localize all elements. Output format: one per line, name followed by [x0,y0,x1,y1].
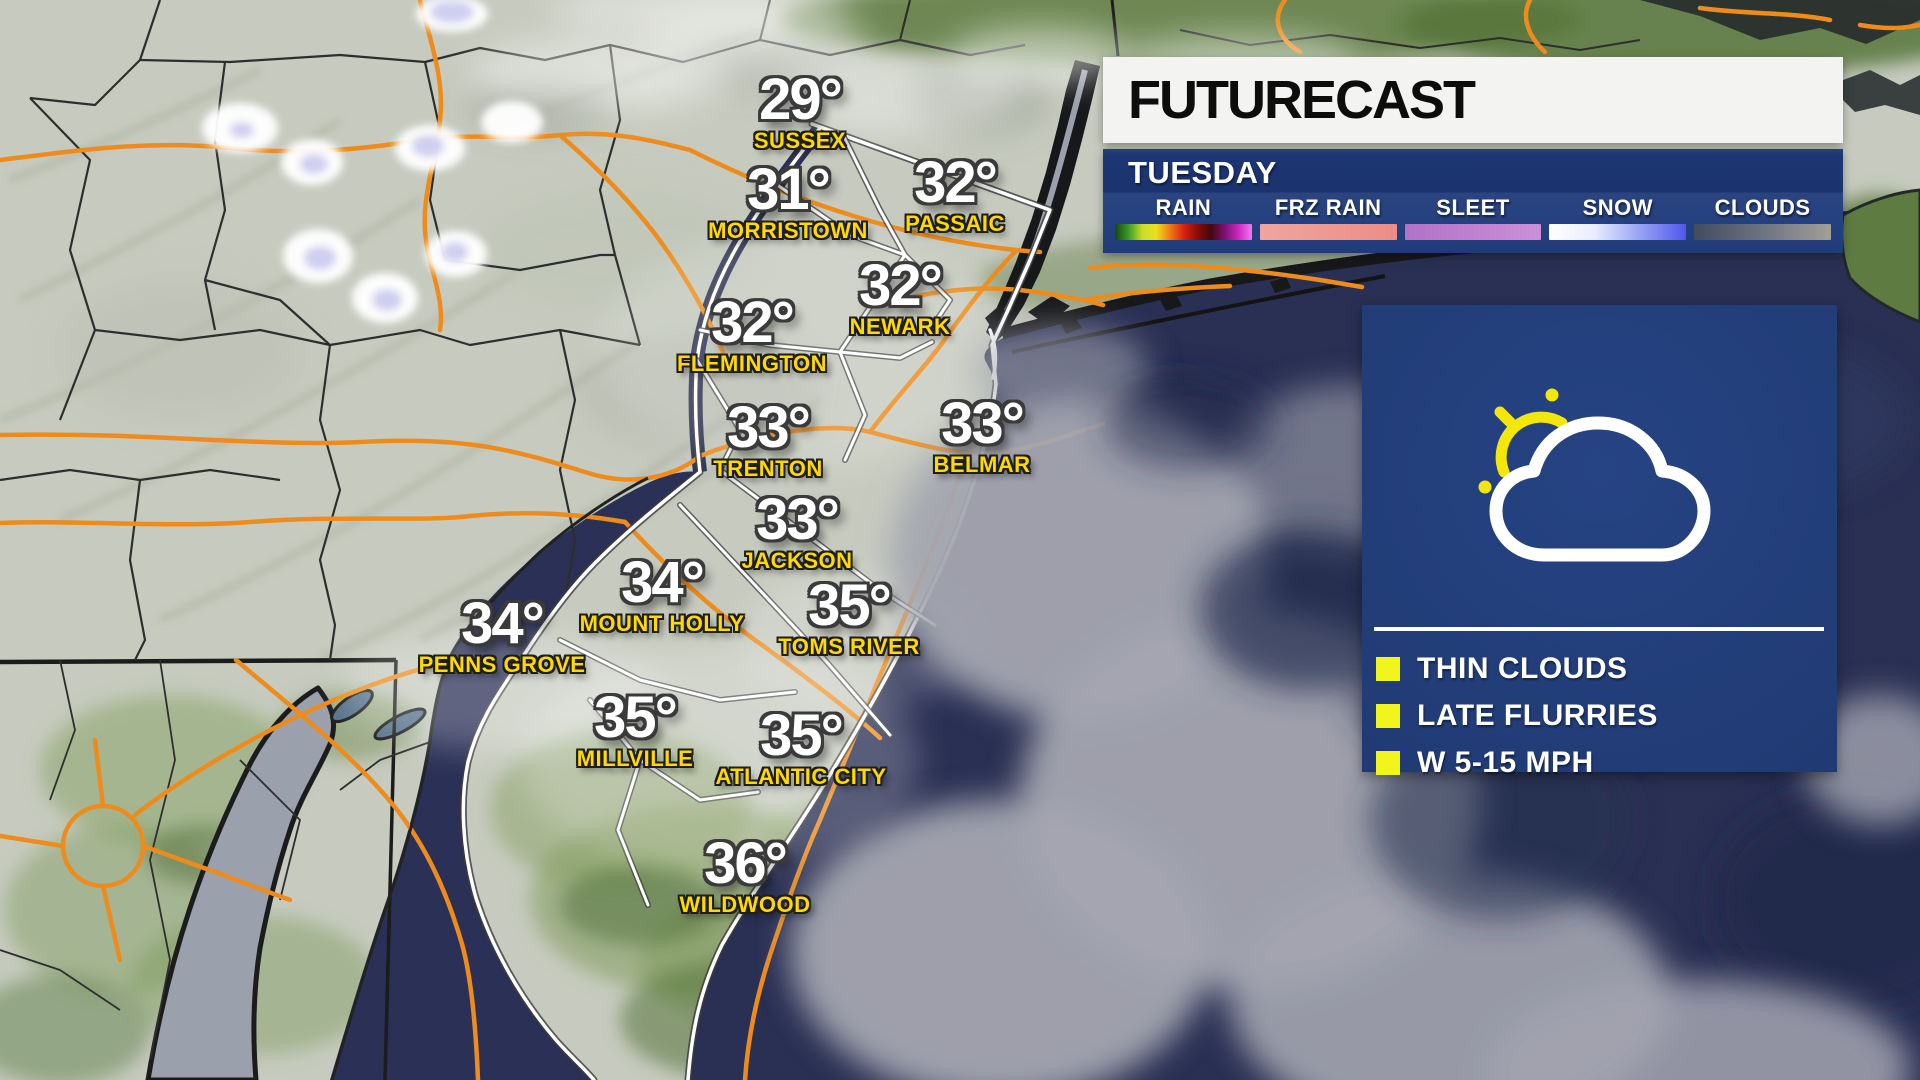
station-trenton: 33° TRENTON [713,395,823,482]
sleet-color-scale [1404,224,1542,240]
temperature-value: 33° [941,391,1025,456]
radar-snow-blobs [202,0,543,323]
city-label: MOUNT HOLLY [579,611,745,637]
city-label: MORRISTOWN [708,218,868,244]
city-label: PENNS GROVE [418,652,586,678]
rain-color-scale [1115,224,1252,240]
station-penns-grove: 34° PENNS GROVE [418,591,586,678]
temperature-value: 29° [759,67,843,132]
city-label: TRENTON [713,456,823,482]
delaware-bay [330,471,700,1080]
legend-item-frz-rain: FRZ RAIN [1259,195,1397,240]
city-label: SUSSEX [753,128,847,154]
bullet-text: LATE FLURRIES [1417,698,1658,732]
legend-label: SNOW [1582,195,1654,220]
forecast-bullet: LATE FLURRIES [1376,692,1837,739]
bullet-text: W 5-15 MPH [1417,745,1594,779]
temperature-value: 32° [711,290,795,355]
cloud-haze-land [340,0,1360,870]
legend-item-rain: RAIN [1115,195,1252,240]
city-label: FLEMINGTON [676,351,828,377]
station-morristown: 31° MORRISTOWN [708,157,868,244]
station-jackson: 33° JACKSON [741,487,853,574]
bullet-square-icon [1376,750,1400,775]
sun-behind-cloud-icon [1478,388,1711,562]
sun-rays [1478,388,1559,494]
frz-rain-color-scale [1259,224,1397,240]
station-toms-river: 35° TOMS RIVER [778,573,920,660]
legend-label: SLEET [1436,195,1510,220]
temperature-value: 32° [859,253,943,318]
snow-color-scale [1549,224,1687,240]
day-legend-bar: TUESDAY RAIN FRZ RAIN SLEET SNOW CLOUDS [1103,149,1843,253]
legend-label: FRZ RAIN [1274,195,1382,220]
city-label: NEWARK [849,314,951,340]
forecast-bullet: W 5-15 MPH [1376,739,1837,786]
bullet-text: THIN CLOUDS [1417,651,1628,685]
bullet-square-icon [1376,703,1400,728]
city-label: PASSAIC [905,211,1005,237]
clouds-color-scale [1694,224,1831,240]
legend-item-sleet: SLEET [1404,195,1542,240]
station-wildwood: 36° WILDWOOD [679,831,811,918]
forecast-bullet: THIN CLOUDS [1376,645,1837,692]
station-passaic: 32° PASSAIC [905,150,1005,237]
forecast-card: THIN CLOUDS LATE FLURRIES W 5-15 MPH [1362,305,1837,779]
temperature-value: 33° [727,395,811,460]
city-label: ATLANTIC CITY [715,764,887,790]
futurecast-header-bar: FUTURECAST [1103,57,1843,143]
futurecast-title: FUTURECAST [1128,70,1476,130]
legend-label: CLOUDS [1714,195,1811,220]
legend-label: RAIN [1155,195,1212,220]
temperature-value: 35° [594,685,678,750]
bullet-square-icon [1376,656,1400,681]
cloud-outline [1489,416,1711,562]
temperature-value: 33° [756,487,840,552]
city-label: JACKSON [741,548,853,574]
city-label: TOMS RIVER [778,634,920,660]
temperature-value: 35° [760,703,844,768]
temperature-value: 35° [808,573,892,638]
temperature-value: 34° [461,591,545,656]
city-label: BELMAR [933,452,1031,478]
temperature-value: 34° [621,550,705,615]
temperature-value: 36° [704,831,788,896]
station-mount-holly: 34° MOUNT HOLLY [579,550,745,637]
station-atlantic-city: 35° ATLANTIC CITY [715,703,887,790]
station-millville: 35° MILLVILLE [576,685,694,772]
station-newark: 32° NEWARK [849,253,951,340]
day-label: TUESDAY [1128,155,1277,190]
city-label: WILDWOOD [679,892,811,918]
temperature-value: 31° [747,157,831,222]
station-flemington: 32° FLEMINGTON [676,290,828,377]
station-belmar: 33° BELMAR [933,391,1031,478]
divider-line [1374,627,1824,631]
forecast-bullets: THIN CLOUDS LATE FLURRIES W 5-15 MPH [1362,305,1837,786]
station-sussex: 29° SUSSEX [753,67,847,154]
legend-item-clouds: CLOUDS [1694,195,1831,240]
temperature-value: 32° [914,150,998,215]
sun-icon [1494,406,1568,478]
precip-type-legend: RAIN FRZ RAIN SLEET SNOW CLOUDS [1103,195,1843,240]
legend-item-snow: SNOW [1549,195,1687,240]
city-label: MILLVILLE [576,746,694,772]
